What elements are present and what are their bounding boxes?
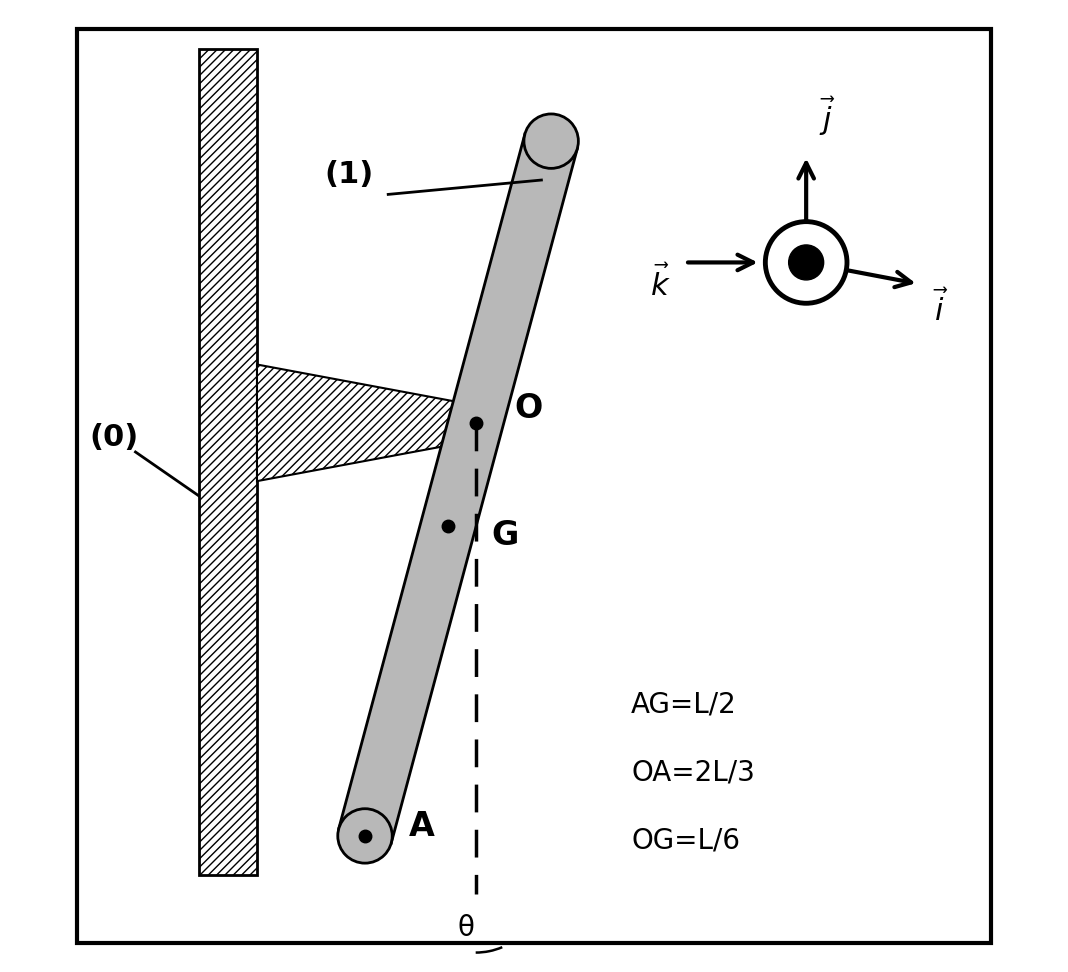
Polygon shape [339,134,578,843]
Text: G: G [491,519,519,552]
Text: $\vec{k}$: $\vec{k}$ [650,265,671,302]
Circle shape [524,114,579,168]
Text: OG=L/6: OG=L/6 [631,827,740,854]
Text: θ: θ [457,915,474,942]
Text: A: A [409,810,435,843]
Circle shape [788,245,823,280]
Text: $\vec{j}$: $\vec{j}$ [819,95,836,138]
Text: (0): (0) [90,423,139,452]
Polygon shape [257,364,475,481]
Text: $\vec{i}$: $\vec{i}$ [933,290,948,327]
Circle shape [766,222,847,303]
Bar [199,49,257,875]
Text: OA=2L/3: OA=2L/3 [631,759,755,786]
Text: O: O [515,392,543,425]
Text: (1): (1) [325,160,374,190]
Circle shape [337,809,392,863]
Text: AG=L/2: AG=L/2 [631,691,737,718]
